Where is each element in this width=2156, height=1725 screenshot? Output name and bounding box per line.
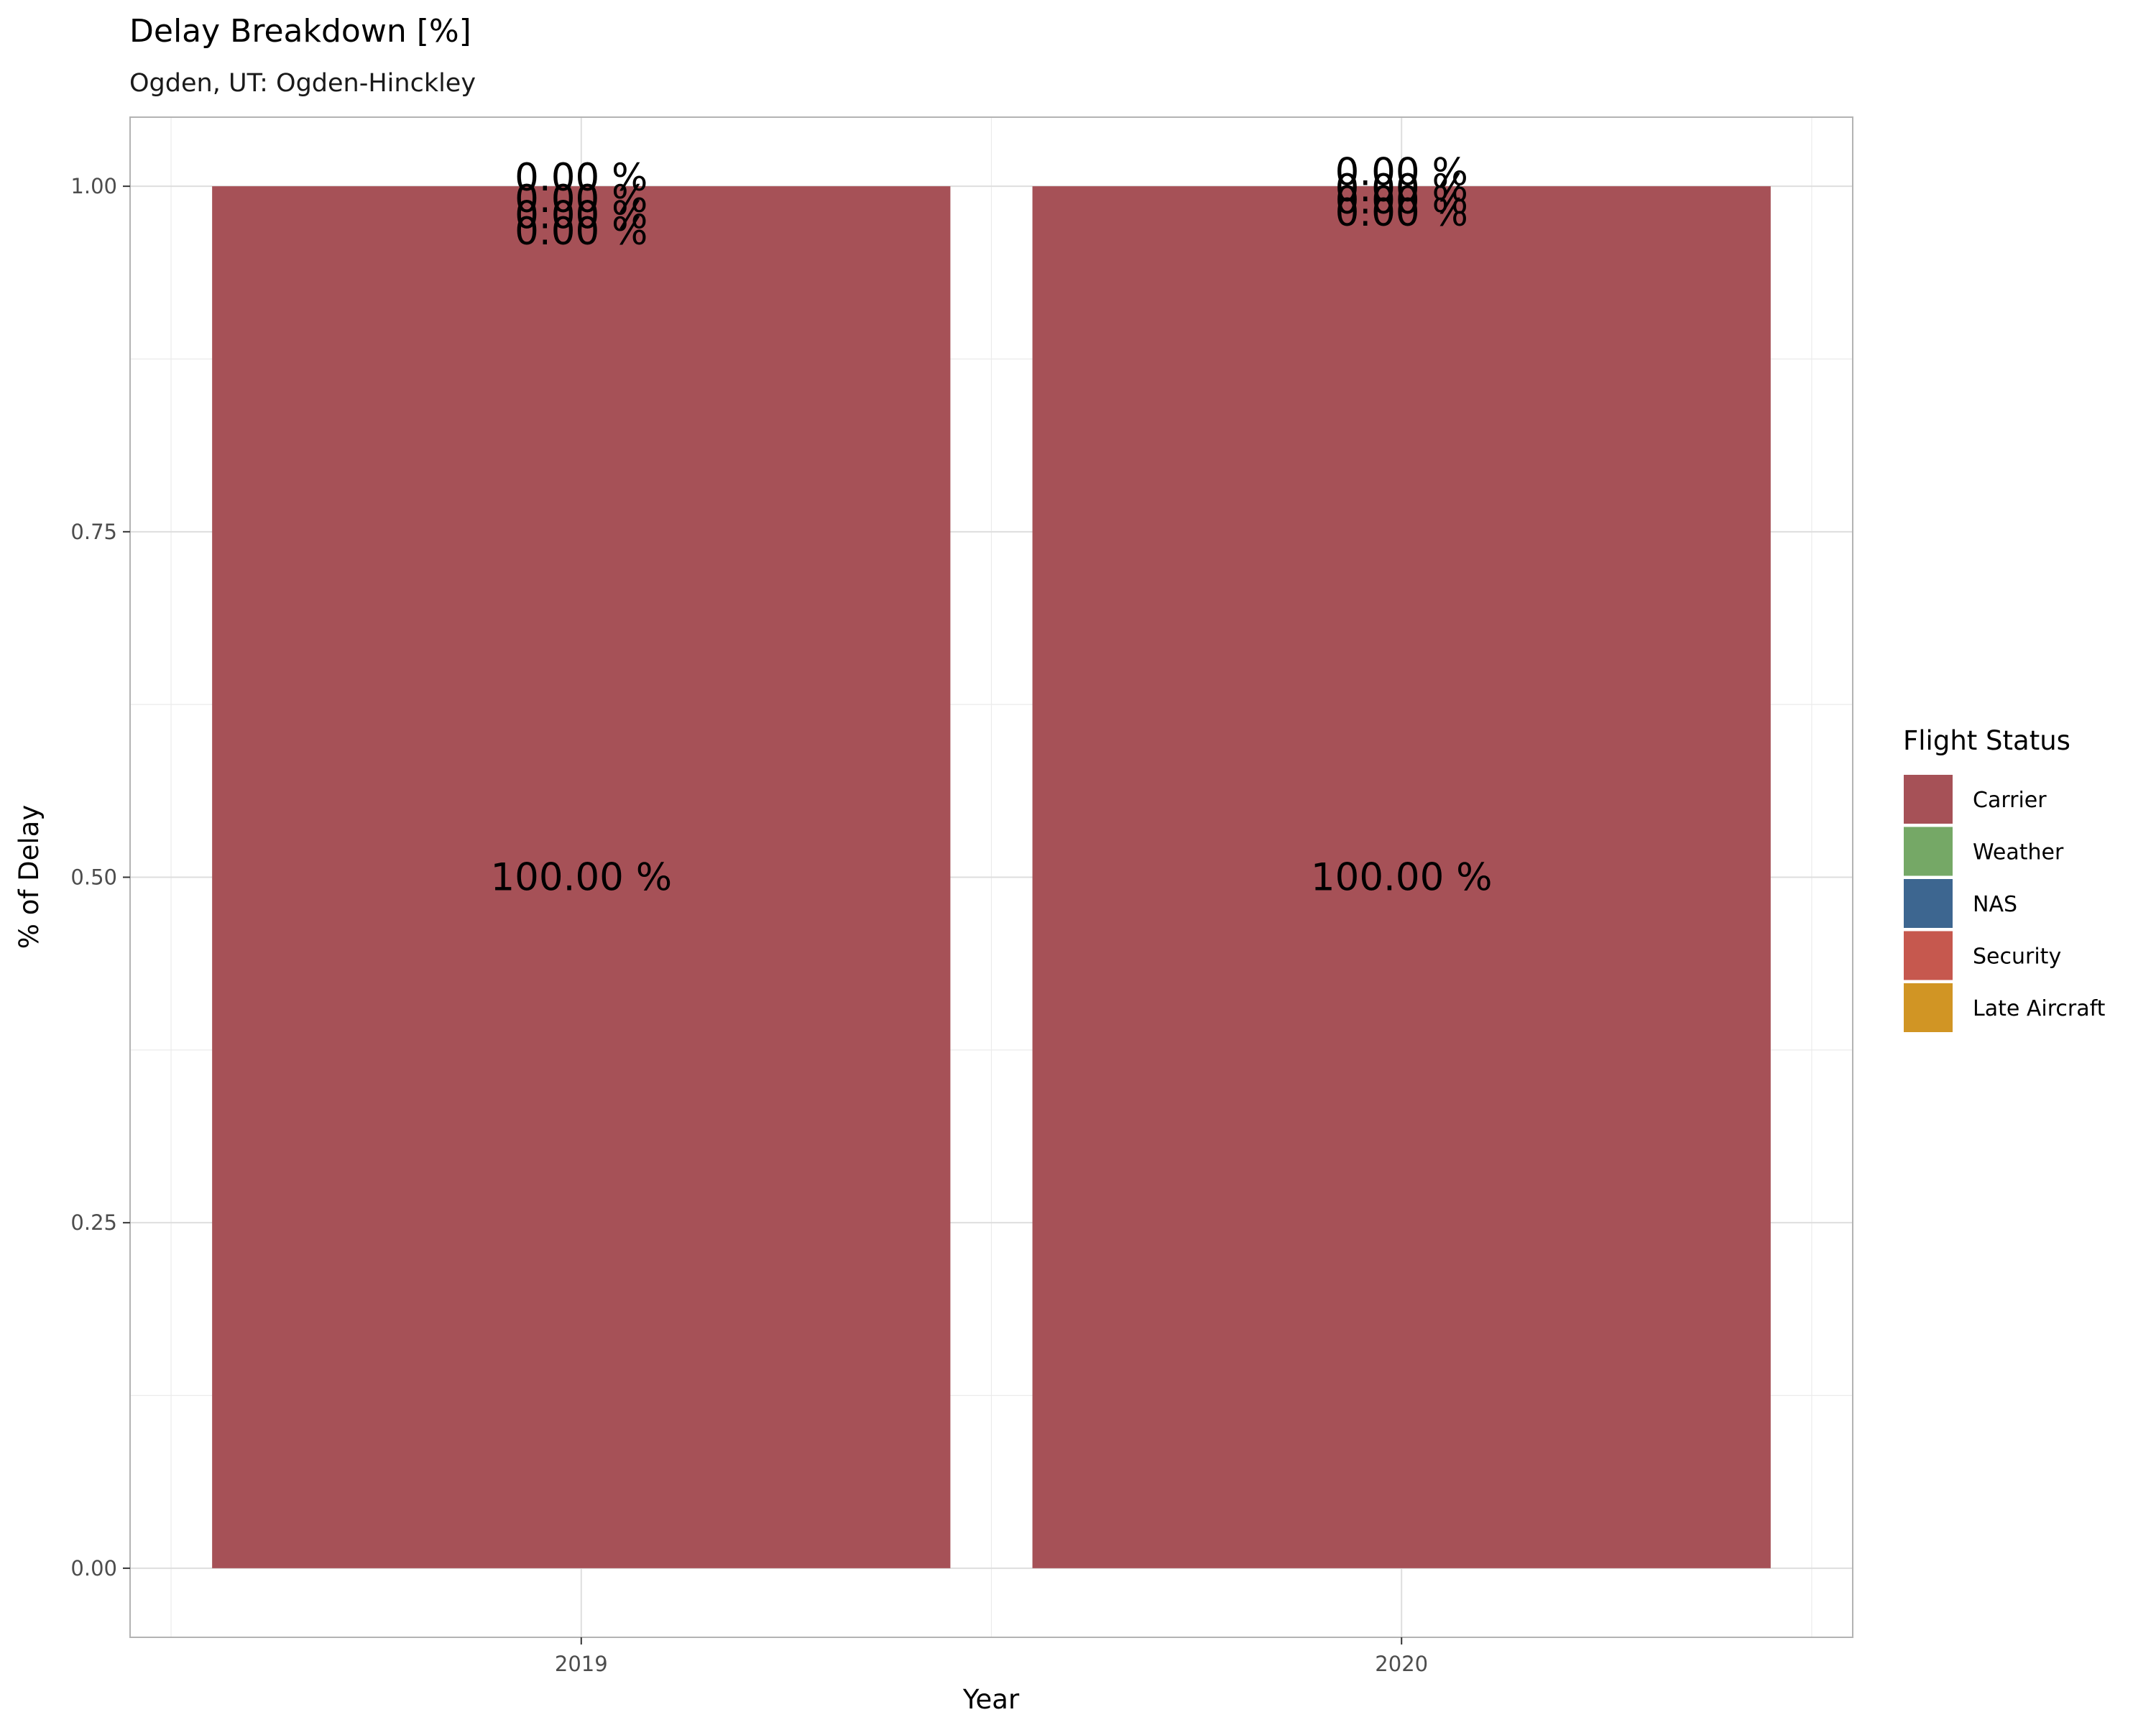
y-axis: 0.00 0.25 0.50 0.75 1.00 <box>70 174 130 1581</box>
chart-subtitle: Ogden, UT: Ogden-Hinckley <box>129 69 476 98</box>
x-tick-label: 2019 <box>555 1652 608 1676</box>
y-tick-label: 0.75 <box>70 520 117 544</box>
legend-label: Security <box>1973 944 2061 970</box>
x-axis-title: Year <box>962 1684 1020 1715</box>
legend-swatch-nas <box>1902 878 1954 929</box>
y-tick-label: 0.00 <box>70 1556 117 1581</box>
legend-label: Weather <box>1973 840 2064 865</box>
bar-carrier-2019 <box>212 186 951 1568</box>
legend-label: Late Aircraft <box>1973 996 2106 1021</box>
legend-label: Carrier <box>1973 788 2047 813</box>
x-axis: 2019 2020 <box>555 1637 1428 1676</box>
legend-swatch-carrier <box>1902 773 1954 825</box>
chart-title: Delay Breakdown [%] <box>129 13 471 50</box>
bars-layer <box>212 186 1771 1568</box>
y-tick-label: 0.50 <box>70 865 117 890</box>
bar-carrier-2020 <box>1032 186 1771 1568</box>
bar-data-label: 0.00 % <box>1335 191 1468 235</box>
legend-swatch-security <box>1902 929 1954 982</box>
bar-data-label: 100.00 % <box>1311 856 1493 900</box>
legend-title: Flight Status <box>1903 725 2070 756</box>
y-tick-label: 0.25 <box>70 1210 117 1235</box>
y-tick-label: 1.00 <box>70 174 117 198</box>
bar-data-label: 0.00 % <box>1335 179 1468 223</box>
bar-data-label: 100.00 % <box>490 856 672 900</box>
x-tick-label: 2020 <box>1375 1652 1428 1676</box>
legend-swatch-late-aircraft <box>1902 982 1954 1034</box>
legend-swatch-weather <box>1902 825 1954 878</box>
legend-label: NAS <box>1973 892 2017 917</box>
bar-data-label: 0.00 % <box>515 210 648 254</box>
bar-data-label: 0.00 % <box>1335 167 1468 211</box>
bar-data-label: 0.00 % <box>1335 151 1468 195</box>
bar-labels-layer: 100.00 %0.00 %0.00 %0.00 %0.00 %100.00 %… <box>490 151 1492 900</box>
bar-data-label: 0.00 % <box>515 178 648 221</box>
legend: Flight Status Carrier Weather NAS Security L… <box>1902 725 2106 1034</box>
bar-data-label: 0.00 % <box>515 194 648 238</box>
bar-data-label: 0.00 % <box>515 156 648 200</box>
y-axis-title: % of Delay <box>14 805 45 949</box>
